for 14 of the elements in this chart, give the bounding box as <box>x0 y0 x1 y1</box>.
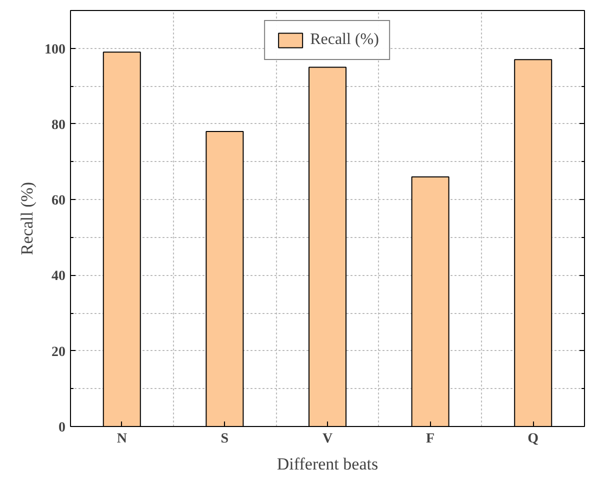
x-tick-label: V <box>322 432 333 446</box>
y-tick-label: 0 <box>58 420 66 436</box>
x-tick-label: Q <box>528 432 539 446</box>
x-tick-label: F <box>426 432 435 446</box>
x-tick-label: N <box>116 432 127 446</box>
x-tick-label: S <box>220 432 229 446</box>
y-tick-label: 100 <box>44 42 66 58</box>
y-tick-label: 40 <box>52 269 66 284</box>
y-tick-label: 20 <box>52 344 66 360</box>
legend-label: Recall (%) <box>310 31 379 49</box>
y-tick-label: 80 <box>52 118 66 133</box>
y-axis-title: Recall (%) <box>18 182 36 256</box>
y-tick-label: 60 <box>52 194 66 209</box>
x-axis-title: Different beats <box>276 454 378 474</box>
